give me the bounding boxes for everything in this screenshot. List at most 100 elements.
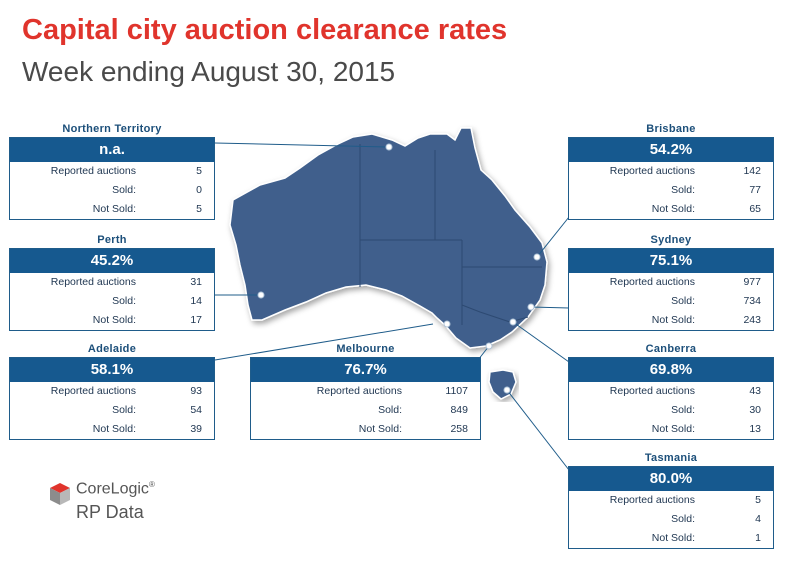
region-box: 45.2% Reported auctions 31 Sold: 14 Not So… xyxy=(9,248,215,331)
not-sold-row: Not Sold: 65 xyxy=(569,200,773,219)
reported-row: Reported auctions 1107 xyxy=(251,382,480,401)
sold-label: Sold: xyxy=(671,184,695,196)
melbourne-marker xyxy=(485,342,493,350)
clearance-rate: 76.7% xyxy=(251,358,480,382)
region-perth: Perth 45.2% Reported auctions 31 Sold: 14 … xyxy=(9,233,215,331)
canberra-marker xyxy=(509,318,517,326)
sold-row: Sold: 734 xyxy=(569,292,773,311)
reported-label: Reported auctions xyxy=(609,276,695,288)
region-box: n.a. Reported auctions 5 Sold: 0 Not Sold:… xyxy=(9,137,215,220)
reported-row: Reported auctions 43 xyxy=(569,382,773,401)
sold-value: 30 xyxy=(749,404,761,416)
reported-value: 43 xyxy=(749,385,761,397)
logo-trademark: ® xyxy=(148,480,155,489)
sold-label: Sold: xyxy=(671,295,695,307)
sydney-marker xyxy=(527,303,535,311)
brisbane-marker xyxy=(533,253,541,261)
sold-value: 54 xyxy=(190,404,202,416)
clearance-rate: 54.2% xyxy=(569,138,773,162)
region-brisbane: Brisbane 54.2% Reported auctions 142 Sold… xyxy=(568,122,774,220)
adelaide-marker xyxy=(443,320,451,328)
reported-row: Reported auctions 142 xyxy=(569,162,773,181)
not-sold-label: Not Sold: xyxy=(358,423,402,435)
not-sold-row: Not Sold: 39 xyxy=(10,420,214,439)
page-title: Capital city auction clearance rates xyxy=(22,14,508,46)
reported-row: Reported auctions 93 xyxy=(10,382,214,401)
sold-row: Sold: 54 xyxy=(10,401,214,420)
region-name: Adelaide xyxy=(87,343,137,355)
hobart-marker xyxy=(503,386,511,394)
region-box: 75.1% Reported auctions 977 Sold: 734 Not … xyxy=(568,248,774,331)
reported-row: Reported auctions 977 xyxy=(569,273,773,292)
perth-marker xyxy=(257,291,265,299)
sold-value: 4 xyxy=(755,513,761,525)
region-name: Northern Territory xyxy=(62,123,162,135)
region-box: 58.1% Reported auctions 93 Sold: 54 Not So… xyxy=(9,357,215,440)
not-sold-label: Not Sold: xyxy=(651,423,695,435)
not-sold-value: 13 xyxy=(749,423,761,435)
not-sold-label: Not Sold: xyxy=(651,314,695,326)
sold-row: Sold: 0 xyxy=(10,181,214,200)
reported-row: Reported auctions 31 xyxy=(10,273,214,292)
reported-value: 1107 xyxy=(445,385,468,397)
region-northern-territory: Northern Territory n.a. Reported auction… xyxy=(9,122,215,220)
clearance-rate: 75.1% xyxy=(569,249,773,273)
clearance-rate: 69.8% xyxy=(569,358,773,382)
reported-label: Reported auctions xyxy=(50,385,136,397)
region-name: Canberra xyxy=(645,343,697,355)
region-box: 54.2% Reported auctions 142 Sold: 77 Not S… xyxy=(568,137,774,220)
region-adelaide: Adelaide 58.1% Reported auctions 93 Sold:… xyxy=(9,342,215,440)
reported-value: 5 xyxy=(196,165,202,177)
clearance-rate: 58.1% xyxy=(10,358,214,382)
region-box: 80.0% Reported auctions 5 Sold: 4 Not Sold… xyxy=(568,466,774,549)
not-sold-value: 243 xyxy=(743,314,761,326)
reported-value: 31 xyxy=(190,276,202,288)
reported-label: Reported auctions xyxy=(609,494,695,506)
not-sold-value: 1 xyxy=(755,532,761,544)
reported-label: Reported auctions xyxy=(609,165,695,177)
sold-row: Sold: 14 xyxy=(10,292,214,311)
reported-label: Reported auctions xyxy=(316,385,402,397)
sold-label: Sold: xyxy=(112,184,136,196)
sold-row: Sold: 4 xyxy=(569,510,773,529)
reported-value: 142 xyxy=(743,165,761,177)
corelogic-logo-icon xyxy=(50,483,70,505)
reported-label: Reported auctions xyxy=(50,165,136,177)
not-sold-label: Not Sold: xyxy=(651,532,695,544)
darwin-marker xyxy=(385,143,393,151)
not-sold-value: 258 xyxy=(450,423,468,435)
region-name: Sydney xyxy=(650,234,692,246)
reported-row: Reported auctions 5 xyxy=(569,491,773,510)
clearance-rate: n.a. xyxy=(10,138,214,162)
sold-value: 0 xyxy=(196,184,202,196)
mainland-shape xyxy=(229,127,548,349)
not-sold-label: Not Sold: xyxy=(92,314,136,326)
not-sold-value: 39 xyxy=(190,423,202,435)
region-box: 69.8% Reported auctions 43 Sold: 30 Not So… xyxy=(568,357,774,440)
sold-value: 734 xyxy=(743,295,761,307)
sold-value: 77 xyxy=(749,184,761,196)
not-sold-value: 17 xyxy=(190,314,202,326)
sold-value: 849 xyxy=(450,404,468,416)
region-name: Brisbane xyxy=(646,123,696,135)
not-sold-label: Not Sold: xyxy=(92,423,136,435)
not-sold-row: Not Sold: 13 xyxy=(569,420,773,439)
not-sold-row: Not Sold: 5 xyxy=(10,200,214,219)
page-subtitle: Week ending August 30, 2015 xyxy=(22,56,396,87)
reported-value: 977 xyxy=(743,276,761,288)
clearance-rate: 45.2% xyxy=(10,249,214,273)
not-sold-row: Not Sold: 243 xyxy=(569,311,773,330)
sold-row: Sold: 30 xyxy=(569,401,773,420)
region-name: Melbourne xyxy=(336,343,395,355)
region-melbourne: Melbourne 76.7% Reported auctions 1107 So… xyxy=(250,342,481,440)
not-sold-row: Not Sold: 17 xyxy=(10,311,214,330)
not-sold-label: Not Sold: xyxy=(651,203,695,215)
not-sold-row: Not Sold: 258 xyxy=(251,420,480,439)
region-name: Perth xyxy=(97,234,127,246)
sold-value: 14 xyxy=(190,295,202,307)
not-sold-row: Not Sold: 1 xyxy=(569,529,773,548)
reported-label: Reported auctions xyxy=(609,385,695,397)
clearance-rate: 80.0% xyxy=(569,467,773,491)
reported-label: Reported auctions xyxy=(50,276,136,288)
tasmania-shape xyxy=(488,369,517,400)
